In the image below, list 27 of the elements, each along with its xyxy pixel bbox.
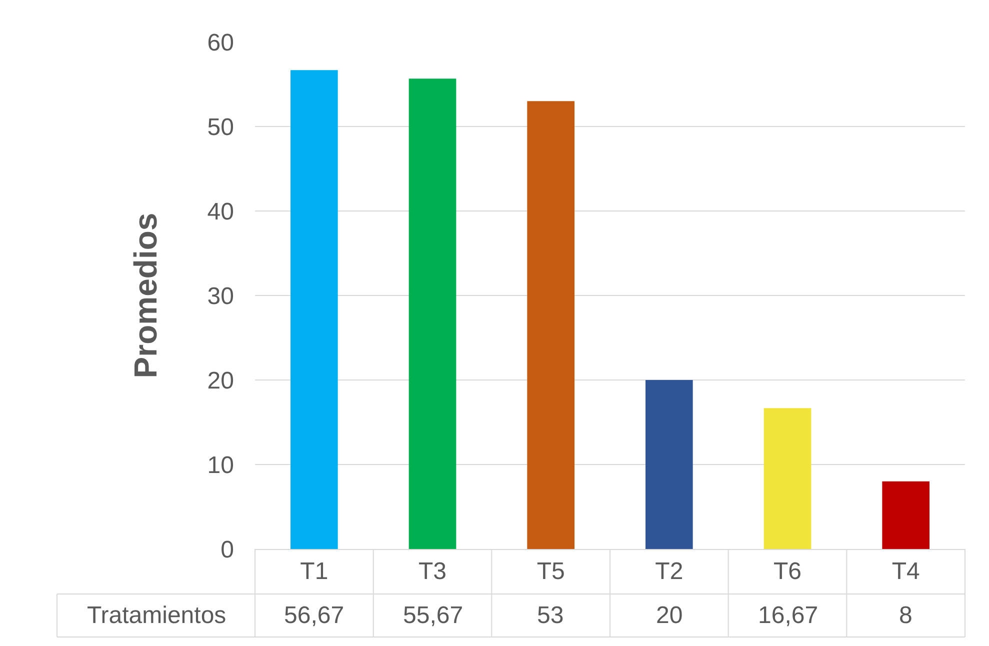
data-label: 8 bbox=[899, 602, 912, 629]
bar bbox=[764, 408, 812, 549]
y-tick-label: 0 bbox=[220, 536, 234, 564]
data-label: 20 bbox=[656, 602, 683, 629]
bar bbox=[408, 78, 456, 549]
x-tick-label: T6 bbox=[773, 558, 802, 585]
bar bbox=[290, 70, 338, 549]
y-axis-title: Promedios bbox=[128, 212, 164, 378]
y-tick-label: 40 bbox=[207, 198, 234, 226]
y-tick-label: 50 bbox=[207, 114, 234, 141]
y-tick-label: 30 bbox=[207, 282, 234, 310]
x-tick-label: T2 bbox=[655, 558, 684, 585]
data-label: 56,67 bbox=[284, 602, 344, 629]
bar bbox=[882, 481, 930, 549]
y-tick-label: 20 bbox=[207, 367, 234, 394]
data-label: 16,67 bbox=[758, 602, 818, 629]
x-tick-label: T4 bbox=[892, 558, 920, 585]
bar bbox=[646, 380, 693, 549]
data-label: 55,67 bbox=[403, 602, 464, 629]
bar bbox=[527, 101, 574, 549]
y-tick-label: 60 bbox=[207, 29, 234, 56]
x-tick-label: T5 bbox=[536, 558, 565, 585]
y-tick-label: 10 bbox=[207, 452, 234, 479]
x-tick-label: T1 bbox=[300, 558, 328, 585]
data-label: 53 bbox=[537, 602, 564, 629]
x-tick-label: T3 bbox=[418, 558, 447, 585]
text: Tratamientos bbox=[87, 602, 226, 629]
